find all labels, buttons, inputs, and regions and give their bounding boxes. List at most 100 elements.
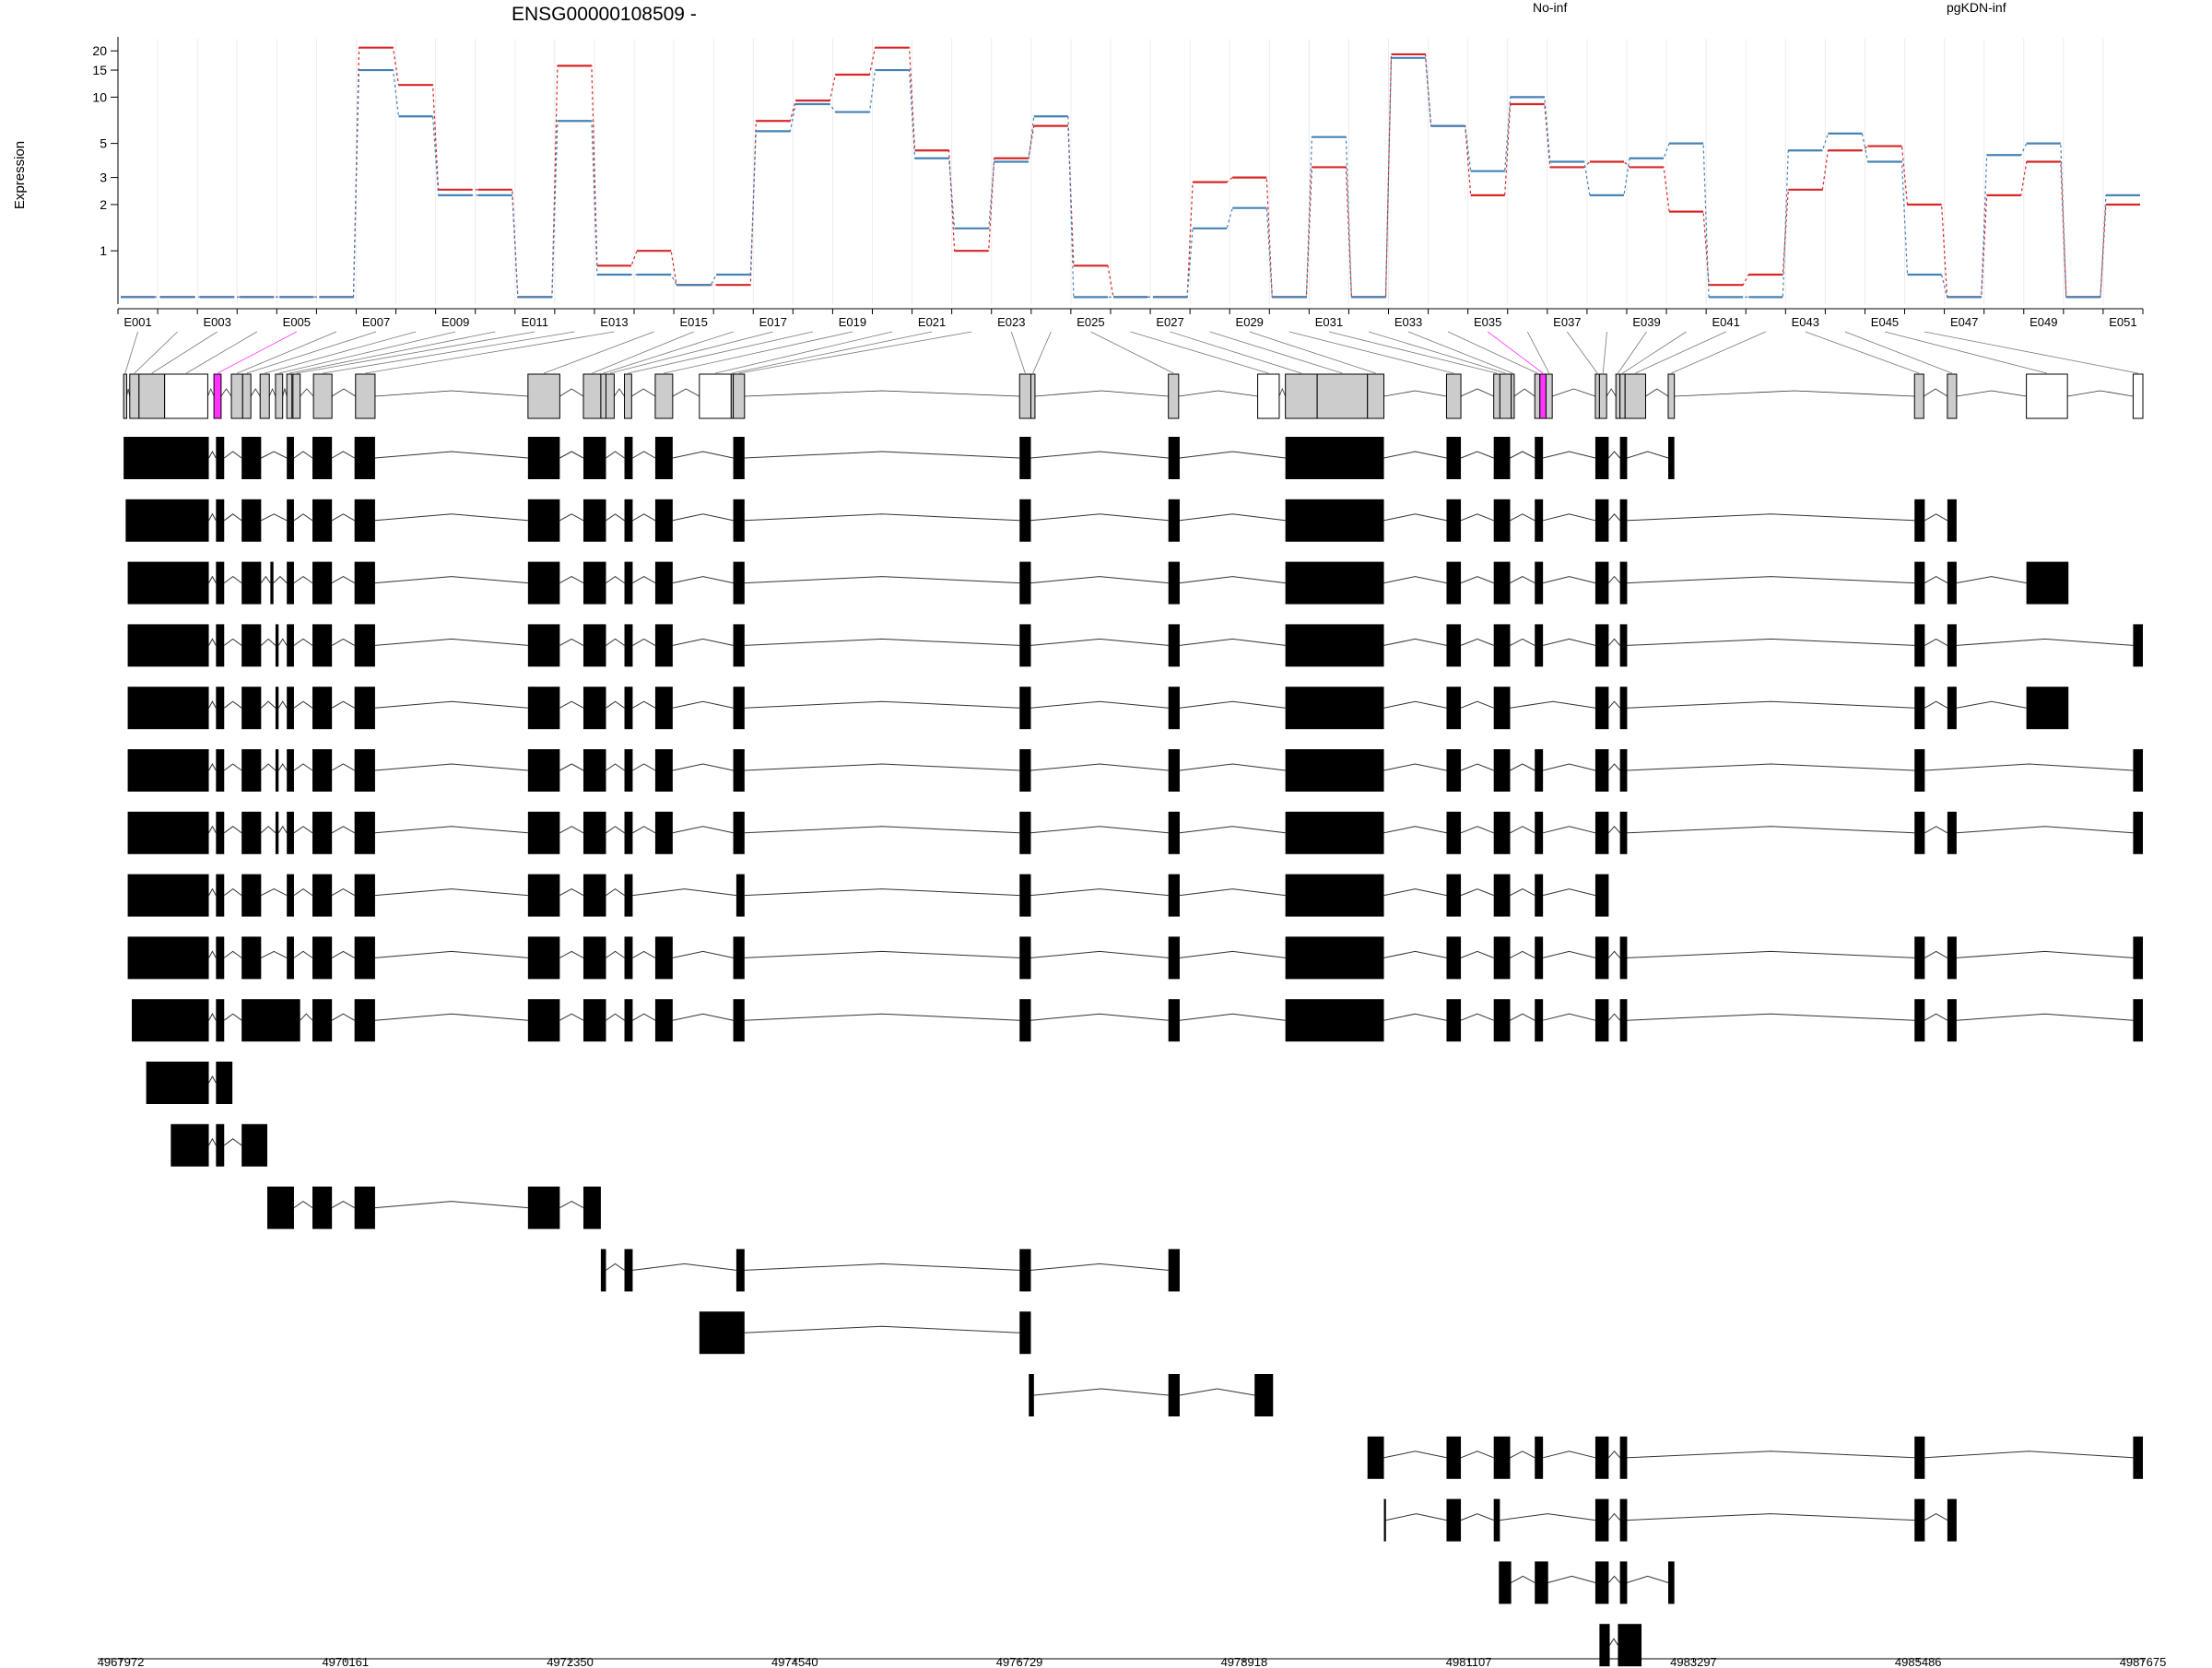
transcript-intron bbox=[208, 575, 217, 583]
transcript-exon bbox=[527, 687, 560, 730]
flattened-intron bbox=[1513, 388, 1535, 397]
exon-connector bbox=[323, 331, 575, 374]
flattened-exon bbox=[355, 373, 376, 419]
transcript-exon bbox=[1535, 437, 1544, 479]
transcript-intron bbox=[606, 1263, 625, 1271]
transcript-exon bbox=[1619, 561, 1628, 605]
transcript-intron bbox=[1543, 451, 1596, 459]
transcript-intron bbox=[1460, 888, 1494, 897]
transcript-exon bbox=[1493, 1498, 1500, 1542]
transcript-1 bbox=[124, 437, 1675, 479]
transcript-exon bbox=[1446, 687, 1462, 730]
transcript-10 bbox=[132, 999, 2143, 1042]
flattened-intron bbox=[250, 388, 261, 397]
transcript-intron bbox=[208, 1013, 217, 1021]
transcript-exon bbox=[654, 624, 673, 667]
transcript-exon bbox=[1619, 1498, 1628, 1542]
exon-connector bbox=[1288, 331, 1454, 374]
transcript-exon bbox=[287, 624, 294, 667]
transcript-exon bbox=[527, 811, 560, 854]
transcript-intron bbox=[223, 700, 242, 709]
transcript-exon bbox=[735, 1249, 745, 1292]
transcript-exon bbox=[267, 1186, 294, 1229]
transcript-exon bbox=[287, 874, 294, 917]
transcript-intron bbox=[273, 575, 288, 583]
flattened-exon bbox=[600, 373, 606, 419]
transcript-exon bbox=[1285, 874, 1384, 917]
flattened-intron bbox=[1460, 388, 1494, 397]
exon-label-e037: E037 bbox=[1553, 315, 1581, 329]
transcript-intron bbox=[1547, 1575, 1596, 1583]
transcript-exon bbox=[241, 936, 262, 980]
transcript-intron bbox=[672, 950, 734, 958]
transcript-intron bbox=[559, 451, 584, 459]
transcript-exon bbox=[216, 999, 225, 1042]
transcript-intron bbox=[1627, 1513, 1915, 1521]
transcript-exon bbox=[1493, 561, 1511, 605]
transcript-intron bbox=[1924, 1513, 1948, 1521]
transcript-exon bbox=[241, 437, 262, 479]
genomic-tick-label: 4987675 bbox=[2120, 1655, 2167, 1668]
transcript-exon bbox=[1168, 499, 1180, 542]
transcript-intron bbox=[1543, 576, 1596, 584]
transcript-exon bbox=[582, 624, 606, 667]
transcript-intron bbox=[1179, 513, 1286, 522]
transcript-exon bbox=[125, 499, 209, 542]
transcript-exon bbox=[1947, 561, 1957, 605]
transcript-exon bbox=[1619, 999, 1628, 1042]
transcript-intron bbox=[1627, 1013, 1915, 1021]
exon-connector bbox=[1526, 331, 1550, 374]
expression-connector bbox=[121, 57, 2140, 298]
transcript-exon bbox=[733, 749, 745, 792]
exon-label-e025: E025 bbox=[1077, 315, 1104, 329]
transcript-exon bbox=[312, 1186, 333, 1229]
transcript-exon bbox=[654, 936, 673, 980]
transcript-exon bbox=[216, 749, 225, 792]
transcript-intron bbox=[559, 1013, 584, 1021]
transcript-intron bbox=[606, 700, 625, 709]
transcript-exon bbox=[654, 999, 673, 1042]
transcript-intron bbox=[374, 1201, 528, 1209]
transcript-19 bbox=[1499, 1561, 1675, 1604]
transcript-exon bbox=[241, 561, 262, 605]
transcript-intron bbox=[632, 1013, 656, 1021]
transcript-exon bbox=[1914, 499, 1925, 542]
transcript-intron bbox=[374, 700, 528, 709]
flattened-exon bbox=[1493, 373, 1500, 419]
transcript-exon bbox=[1285, 687, 1384, 730]
transcript-intron bbox=[1383, 950, 1447, 958]
transcript-exon bbox=[241, 749, 262, 792]
legend-no-inf: No-inf bbox=[1533, 0, 1567, 15]
transcript-intron bbox=[208, 700, 217, 709]
transcript-exon bbox=[354, 437, 375, 479]
transcript-intron bbox=[744, 576, 1020, 584]
transcript-exon bbox=[1914, 561, 1925, 605]
flattened-intron bbox=[1645, 388, 1669, 397]
transcript-exon bbox=[1446, 1436, 1462, 1479]
transcript-exon bbox=[312, 437, 333, 479]
transcript-exon bbox=[312, 936, 333, 980]
transcript-intron bbox=[1627, 826, 1915, 834]
flattened-intron bbox=[300, 388, 314, 397]
transcript-intron bbox=[1383, 700, 1447, 709]
flattened-exon bbox=[624, 373, 632, 419]
transcript-exon bbox=[127, 811, 209, 854]
transcript-intron bbox=[1460, 513, 1494, 522]
transcript-exon bbox=[600, 1249, 606, 1292]
transcript-exon bbox=[216, 874, 225, 917]
flattened-exon bbox=[123, 373, 127, 419]
transcript-intron bbox=[260, 826, 276, 834]
transcript-intron bbox=[1510, 576, 1535, 584]
transcript-exon bbox=[1168, 811, 1180, 854]
transcript-exon bbox=[241, 499, 262, 542]
transcript-exon bbox=[1493, 1436, 1511, 1479]
transcript-intron bbox=[1385, 1513, 1447, 1521]
transcript-exon bbox=[1168, 561, 1180, 605]
transcript-exon bbox=[1619, 749, 1628, 792]
transcript-intron bbox=[1030, 1263, 1169, 1271]
transcript-intron bbox=[1179, 1388, 1255, 1396]
transcript-intron bbox=[374, 950, 528, 958]
transcript-exon bbox=[733, 624, 745, 667]
transcript-intron bbox=[1383, 763, 1447, 771]
